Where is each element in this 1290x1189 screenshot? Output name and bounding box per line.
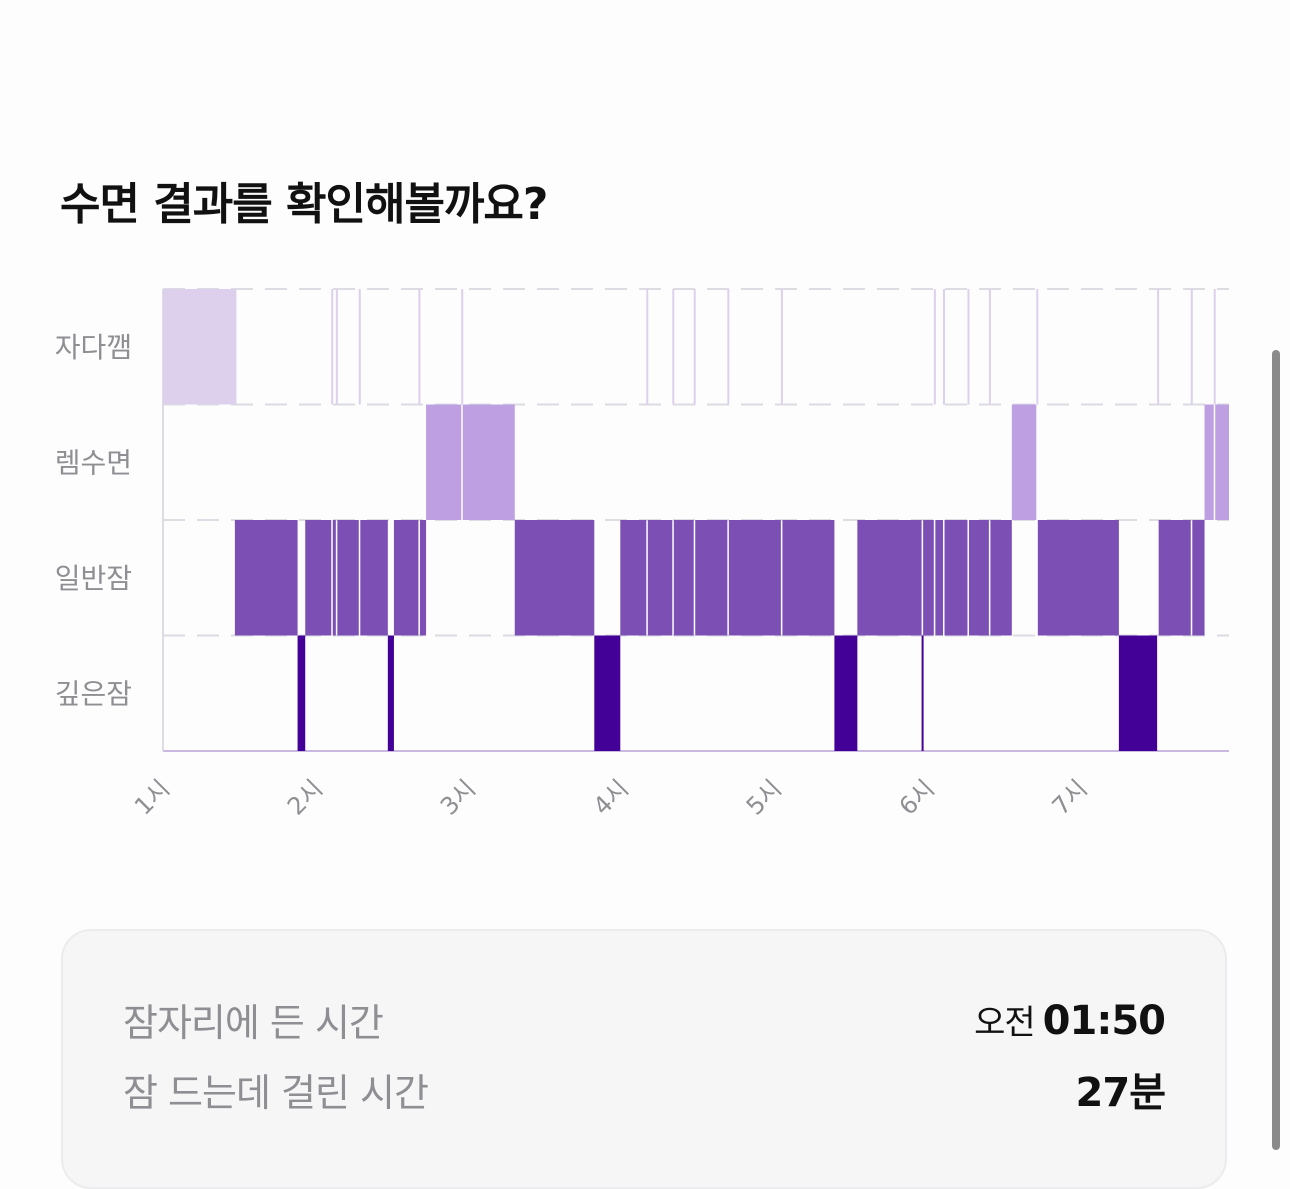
chart-segments xyxy=(163,289,1229,751)
scrollbar[interactable] xyxy=(1272,350,1280,1150)
sleep-stage-segment xyxy=(337,520,359,636)
sleep-stage-segment xyxy=(923,520,934,636)
bedtime-ampm: 오전 xyxy=(974,1002,1036,1043)
sleep-stage-segment xyxy=(728,520,781,636)
sleep-stage-segment xyxy=(988,289,991,405)
sleep-stage-segment xyxy=(358,289,361,405)
sleep-latency-value: 27분 xyxy=(1075,1070,1166,1116)
sleep-stage-segment xyxy=(594,635,621,751)
sleep-stage-segment xyxy=(418,289,421,405)
sleep-stage-segment xyxy=(393,520,419,636)
sleep-summary-card: 잠자리에 든 시간 오전 01:50 잠 드는데 걸린 시간 27분 xyxy=(61,929,1227,1189)
sleep-stage-segment xyxy=(514,520,595,636)
sleep-stage-segment xyxy=(1158,520,1191,636)
sleep-stage-segment xyxy=(1011,404,1037,520)
x-tick-label: 4시 xyxy=(588,774,634,820)
x-tick-label: 3시 xyxy=(435,774,481,820)
sleep-stage-segment xyxy=(332,520,336,636)
sleep-stage-segment xyxy=(782,520,835,636)
x-tick-label: 2시 xyxy=(282,774,328,820)
sleep-stage-segment xyxy=(335,289,338,405)
sleep-stage-segment xyxy=(944,520,968,636)
sleep-stage-segment xyxy=(935,520,943,636)
sleep-stage-segment xyxy=(419,520,427,636)
sleep-stage-segment xyxy=(360,520,388,636)
page-title: 수면 결과를 확인해볼까요? xyxy=(60,179,548,230)
sleep-stage-segment xyxy=(943,289,945,405)
sleep-stage-segment xyxy=(1190,289,1193,405)
sleep-stage-segment xyxy=(1037,520,1119,636)
sleep-stage-segment xyxy=(933,289,936,405)
stage-label: 렘수면 xyxy=(55,446,132,479)
stage-label: 일반잠 xyxy=(55,562,132,595)
sleep-stage-segment xyxy=(967,289,970,405)
sleep-stage-segment xyxy=(921,635,924,751)
sleep-stage-segment xyxy=(727,289,730,405)
sleep-stage-segment xyxy=(1213,289,1216,405)
bedtime-value-group: 오전 01:50 xyxy=(974,995,1166,1044)
sleep-stage-segment xyxy=(234,520,298,636)
sleep-stage-segment xyxy=(1118,635,1158,751)
sleep-stage-segment xyxy=(387,635,394,751)
sleep-stage-segment xyxy=(305,520,332,636)
x-tick-label: 6시 xyxy=(894,774,940,820)
sleep-stage-segment xyxy=(693,289,696,405)
sleep-stage-segment xyxy=(857,520,922,636)
sleep-stage-segment xyxy=(647,520,673,636)
chart-x-labels: 1시 2시 3시 4시 5시 6시 7시 xyxy=(129,774,1093,820)
x-tick-label: 1시 xyxy=(129,774,175,820)
stage-label: 자다깸 xyxy=(55,331,132,364)
sleep-stage-segment xyxy=(163,289,237,405)
sleep-stage-segment xyxy=(1036,289,1039,405)
sleep-stage-segment xyxy=(646,289,649,405)
sleep-stage-segment xyxy=(780,289,783,405)
sleep-stage-segment xyxy=(331,289,334,405)
sleep-stage-segment xyxy=(1204,404,1214,520)
sleep-stage-segment xyxy=(673,520,694,636)
x-tick-label: 7시 xyxy=(1047,774,1093,820)
sleep-stage-segment xyxy=(990,520,1012,636)
sleep-stage-segment xyxy=(461,289,464,405)
sleep-stage-segment xyxy=(620,520,647,636)
bedtime-value: 01:50 xyxy=(1042,997,1166,1044)
bedtime-row: 잠자리에 든 시간 오전 01:50 xyxy=(123,993,1166,1045)
sleep-latency-row: 잠 드는데 걸린 시간 27분 xyxy=(123,1063,1166,1116)
x-tick-label: 5시 xyxy=(741,774,787,820)
sleep-stage-segment xyxy=(1157,289,1160,405)
sleep-stage-segment xyxy=(297,635,306,751)
sleep-stage-segment xyxy=(969,520,989,636)
sleep-stage-segment xyxy=(672,289,675,405)
sleep-stage-segment xyxy=(1192,520,1205,636)
sleep-stage-segment xyxy=(695,520,728,636)
sleep-stage-segment xyxy=(462,404,515,520)
sleep-stage-segment xyxy=(1215,404,1229,520)
stage-label: 깊은잠 xyxy=(55,677,132,710)
sleep-stage-segment xyxy=(834,635,858,751)
sleep-stage-segment xyxy=(426,404,462,520)
sleep-latency-label: 잠 드는데 걸린 시간 xyxy=(123,1070,429,1115)
bedtime-label: 잠자리에 든 시간 xyxy=(123,1000,384,1045)
